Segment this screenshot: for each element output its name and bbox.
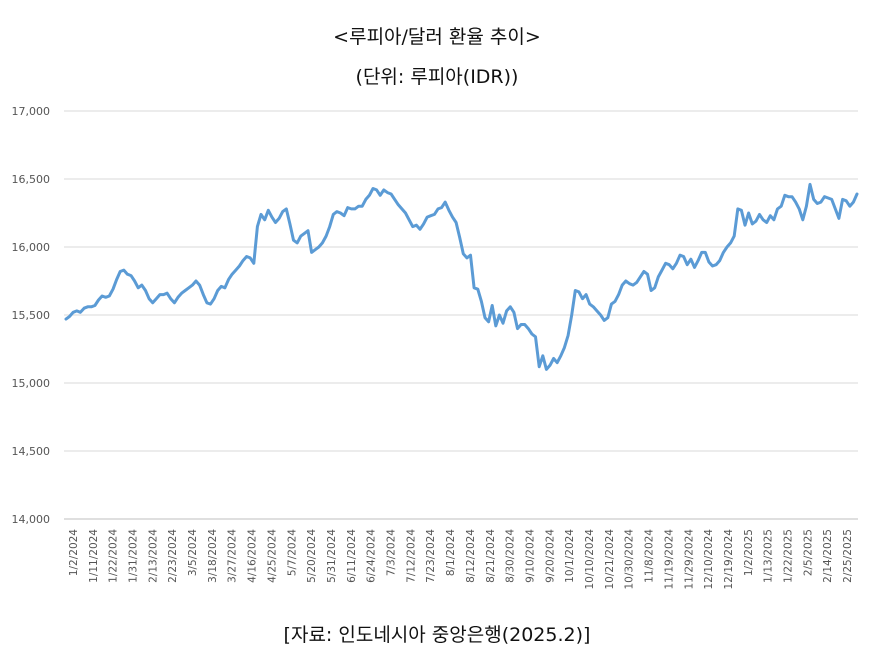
x-tick-label: 8/12/2024 <box>465 529 477 583</box>
series-lines <box>64 182 859 371</box>
x-tick-label: 1/2/2025 <box>743 529 755 576</box>
x-tick-label: 7/12/2024 <box>405 529 417 583</box>
x-tick-label: 12/10/2024 <box>703 529 715 590</box>
x-tick-label: 7/23/2024 <box>425 529 437 583</box>
source-note: [자료: 인도네시아 중앙은행(2025.2)] <box>283 624 591 646</box>
x-tick-label: 9/20/2024 <box>544 529 556 583</box>
y-axis: 14,000 14,500 15,000 15,500 16,000 16,500 17,0… <box>12 105 51 526</box>
x-tick-label: 10/21/2024 <box>604 529 616 590</box>
x-tick-label: 12/19/2024 <box>723 529 735 590</box>
x-tick-label: 2/5/2025 <box>802 529 814 576</box>
x-tick-label: 2/25/2025 <box>842 529 854 583</box>
chart-subtitle: (단위: 루피아(IDR)) <box>355 66 519 88</box>
x-tick-label: 3/27/2024 <box>227 529 239 583</box>
x-tick-label: 10/30/2024 <box>624 529 636 590</box>
x-tick-label: 11/19/2024 <box>663 529 675 590</box>
y-tick-label: 14,000 <box>12 513 51 526</box>
chart-title: <루피아/달러 환율 추이> <box>333 26 541 48</box>
x-tick-label: 10/1/2024 <box>564 529 576 583</box>
x-tick-label: 8/1/2024 <box>445 529 457 576</box>
x-tick-label: 8/21/2024 <box>485 529 497 583</box>
x-tick-label: 1/22/2025 <box>783 529 795 583</box>
x-tick-label: 5/20/2024 <box>306 529 318 583</box>
x-tick-label: 4/25/2024 <box>266 529 278 583</box>
y-tick-label: 16,000 <box>12 241 51 254</box>
series-line <box>64 182 859 371</box>
x-tick-label: 1/22/2024 <box>108 529 120 583</box>
x-tick-label: 6/24/2024 <box>366 529 378 583</box>
y-tick-label: 14,500 <box>12 445 51 458</box>
x-axis: 1/2/2024 1/11/2024 1/22/2024 1/31/2024 2/13/… <box>64 518 858 590</box>
x-tick-label: 11/29/2024 <box>683 529 695 590</box>
x-tick-label: 5/31/2024 <box>326 529 338 583</box>
x-tick-label: 1/31/2024 <box>127 529 139 583</box>
x-tick-label: 2/13/2024 <box>147 529 159 583</box>
x-tick-label: 1/2/2024 <box>68 529 80 576</box>
x-tick-label: 7/3/2024 <box>386 529 398 576</box>
x-tick-label: 2/14/2025 <box>822 529 834 583</box>
x-tick-label: 1/11/2024 <box>88 529 100 583</box>
x-tick-label: 4/16/2024 <box>247 529 259 583</box>
x-tick-label: 2/23/2024 <box>167 529 179 583</box>
x-tick-label: 6/11/2024 <box>346 529 358 583</box>
y-tick-label: 15,000 <box>12 377 51 390</box>
x-tick-label: 1/13/2025 <box>763 529 775 583</box>
x-tick-label: 9/10/2024 <box>524 529 536 583</box>
x-tick-label: 11/8/2024 <box>644 529 656 583</box>
x-tick-label: 5/7/2024 <box>286 529 298 576</box>
y-tick-label: 15,500 <box>12 309 51 322</box>
x-tick-label: 8/30/2024 <box>505 529 517 583</box>
x-tick-label: 3/5/2024 <box>187 529 199 576</box>
gridlines <box>64 110 858 520</box>
x-tick-label: 10/10/2024 <box>584 529 596 590</box>
y-tick-label: 17,000 <box>12 105 51 118</box>
y-tick-label: 16,500 <box>12 173 51 186</box>
x-tick-label: 3/18/2024 <box>207 529 219 583</box>
